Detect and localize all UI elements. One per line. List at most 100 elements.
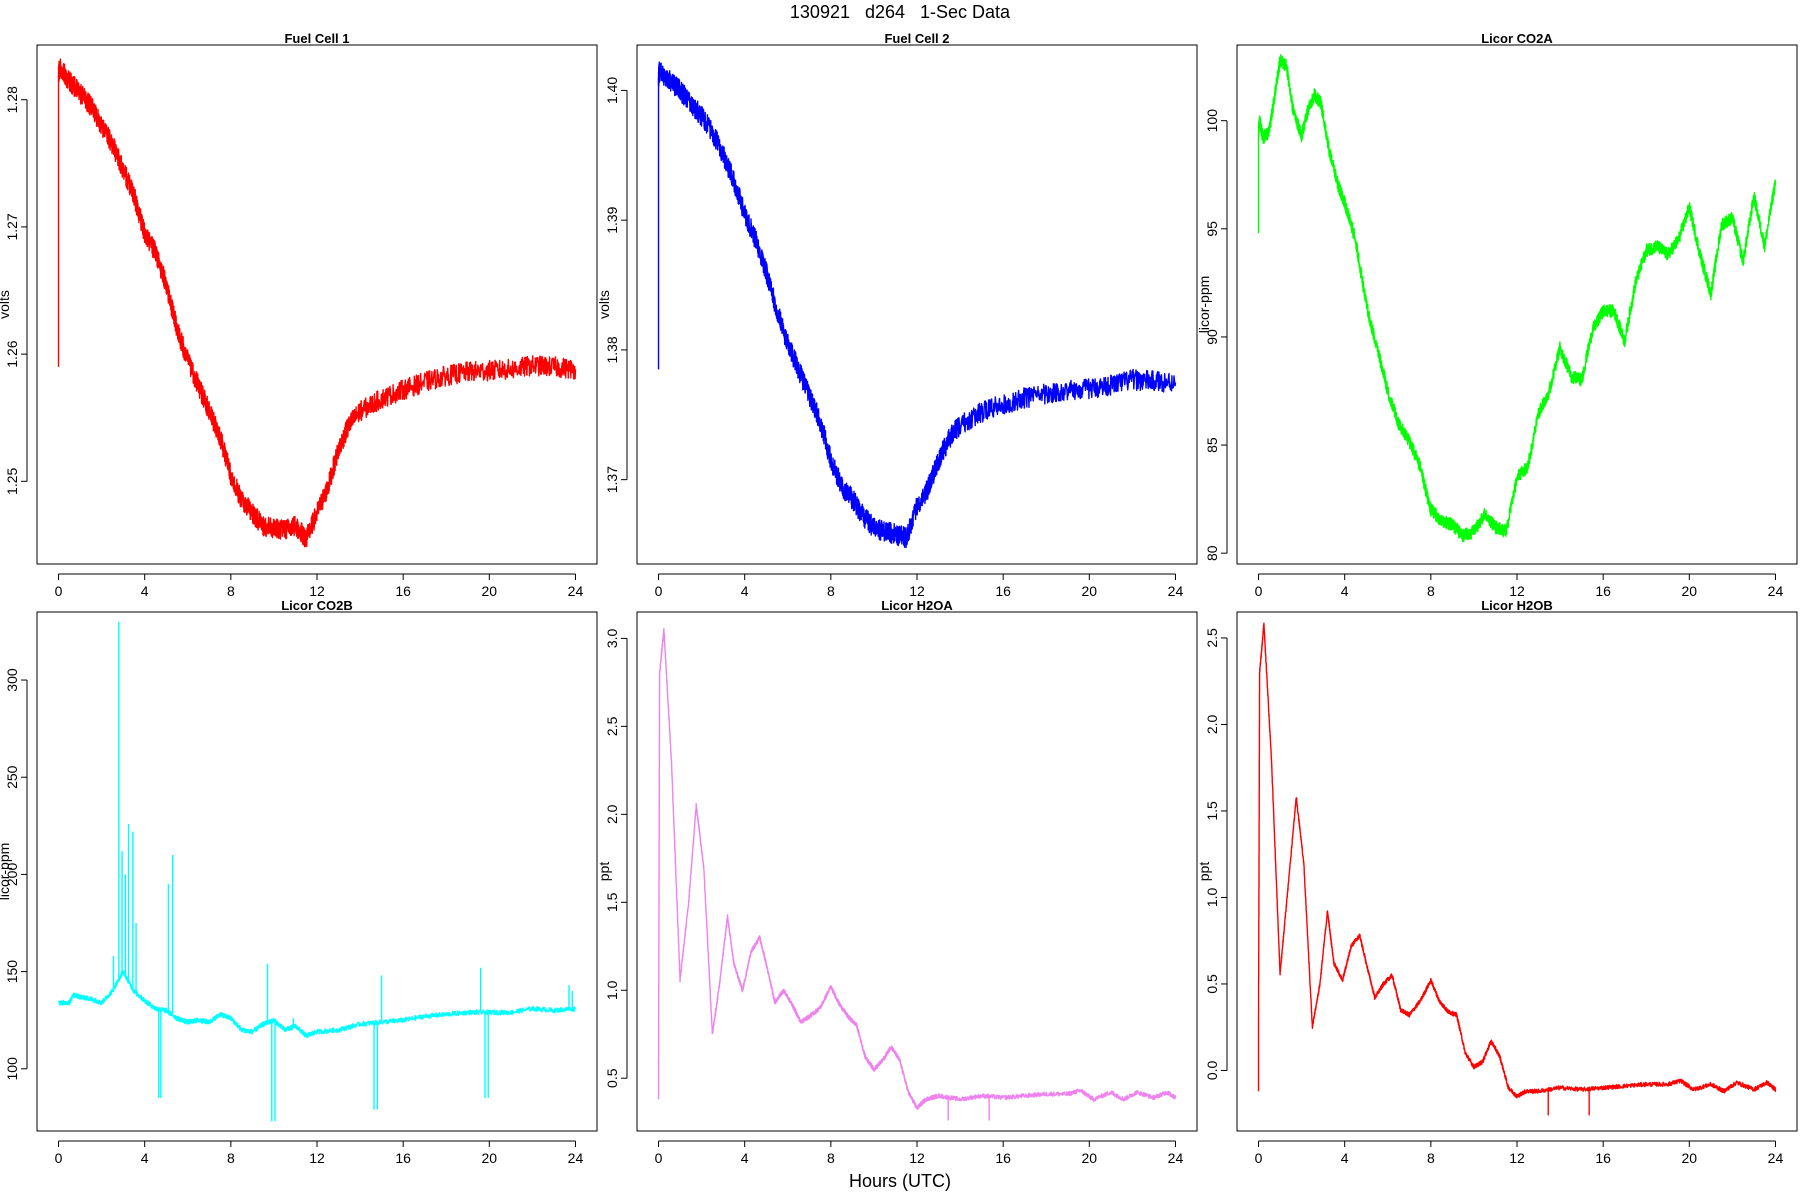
licor-co2b-y-tick-label: 200 bbox=[4, 863, 20, 887]
fuel-cell-2-x-tick-label: 0 bbox=[655, 583, 663, 599]
licor-co2b-title: Licor CO2B bbox=[281, 598, 353, 613]
licor-h2ob-x-tick-label: 8 bbox=[1427, 1150, 1435, 1166]
licor-co2b-x-tick-label: 8 bbox=[227, 1150, 235, 1166]
fuel-cell-2-plot-frame bbox=[636, 44, 1198, 565]
licor-h2ob-x-tick-label: 0 bbox=[1255, 1150, 1263, 1166]
fuel-cell-1-y-tick-label: 1.28 bbox=[4, 86, 20, 113]
licor-co2a-title: Licor CO2A bbox=[1481, 31, 1553, 46]
licor-co2a-x-tick-label: 20 bbox=[1682, 583, 1698, 599]
licor-h2ob-x-tick-label: 16 bbox=[1595, 1150, 1611, 1166]
fuel-cell-2-x-tick-label: 4 bbox=[741, 583, 749, 599]
fuel-cell-1-x-tick-label: 12 bbox=[309, 583, 325, 599]
fuel-cell-2-y-tick-label: 1.38 bbox=[604, 336, 620, 363]
licor-h2ob-y-axis-label: ppt bbox=[1196, 862, 1212, 882]
licor-h2oa-y-tick-label: 2.0 bbox=[604, 804, 620, 824]
panel-licor-h2ob: Licor H2OB 0 4 8 12 16 20 24 0.0 0.5 1.0 1.5 2.0 2.5 p… bbox=[1196, 598, 1798, 1166]
licor-co2a-series-line bbox=[1257, 54, 1777, 543]
fuel-cell-2-x-tick-label: 20 bbox=[1082, 583, 1098, 599]
licor-h2oa-series-line bbox=[657, 628, 1177, 1110]
licor-h2oa-title: Licor H2OA bbox=[881, 598, 953, 613]
fuel-cell-2-y-tick-label: 1.37 bbox=[604, 466, 620, 493]
licor-co2a-x-tick-label: 0 bbox=[1255, 583, 1263, 599]
fuel-cell-1-x-tick-label: 8 bbox=[227, 583, 235, 599]
fuel-cell-1-y-axis-label: volts bbox=[0, 290, 12, 319]
licor-h2oa-y-tick-label: 0.5 bbox=[604, 1068, 620, 1088]
licor-co2a-x-tick-label: 8 bbox=[1427, 583, 1435, 599]
licor-co2b-y-tick-label: 150 bbox=[4, 960, 20, 984]
panel-fuel-cell-2: Fuel Cell 2 0 4 8 12 16 20 24 1.37 1.38 1.39 1.40 vo… bbox=[596, 31, 1198, 599]
licor-h2oa-y-tick-label: 1.0 bbox=[604, 980, 620, 1000]
licor-co2b-y-axis-label: licor-ppm bbox=[0, 843, 12, 901]
licor-h2ob-title: Licor H2OB bbox=[1481, 598, 1553, 613]
fuel-cell-2-title: Fuel Cell 2 bbox=[884, 31, 949, 46]
licor-co2a-y-tick-label: 90 bbox=[1204, 329, 1220, 345]
licor-h2ob-x-tick-label: 24 bbox=[1768, 1150, 1784, 1166]
licor-co2b-x-tick-label: 0 bbox=[55, 1150, 63, 1166]
fuel-cell-1-title: Fuel Cell 1 bbox=[284, 31, 349, 46]
fuel-cell-2-y-tick-label: 1.40 bbox=[604, 77, 620, 104]
licor-h2oa-x-tick-label: 24 bbox=[1168, 1150, 1184, 1166]
licor-co2b-plot-frame bbox=[36, 611, 598, 1132]
licor-co2a-y-tick-label: 85 bbox=[1204, 437, 1220, 453]
panel-licor-co2b: Licor CO2B 0 4 8 12 16 20 24 100 150 200 250 300 lico… bbox=[0, 598, 598, 1166]
fuel-cell-1-x-tick-label: 0 bbox=[55, 583, 63, 599]
fuel-cell-1-y-tick-label: 1.27 bbox=[4, 213, 20, 240]
licor-h2oa-plot-frame bbox=[636, 611, 1198, 1132]
licor-h2ob-y-tick-label: 0.5 bbox=[1204, 974, 1220, 994]
licor-co2a-y-tick-label: 80 bbox=[1204, 545, 1220, 561]
licor-co2b-x-tick-label: 24 bbox=[568, 1150, 584, 1166]
licor-co2b-y-tick-label: 100 bbox=[4, 1057, 20, 1081]
fuel-cell-1-y-tick-label: 1.25 bbox=[4, 467, 20, 494]
fuel-cell-1-x-tick-label: 16 bbox=[395, 583, 411, 599]
licor-h2oa-x-tick-label: 4 bbox=[741, 1150, 749, 1166]
licor-h2oa-y-axis-label: ppt bbox=[596, 862, 612, 882]
licor-co2a-x-tick-label: 16 bbox=[1595, 583, 1611, 599]
licor-co2a-y-tick-label: 95 bbox=[1204, 221, 1220, 237]
licor-h2ob-y-tick-label: 0.0 bbox=[1204, 1061, 1220, 1081]
licor-h2oa-y-tick-label: 1.5 bbox=[604, 892, 620, 912]
panel-fuel-cell-1: Fuel Cell 1 0 4 8 12 16 20 24 1.25 1.26 1.27 1.28 vo… bbox=[0, 31, 598, 599]
licor-co2b-x-tick-label: 12 bbox=[309, 1150, 325, 1166]
licor-co2b-y-tick-label: 300 bbox=[4, 668, 20, 692]
fuel-cell-2-series-line bbox=[657, 61, 1177, 549]
fuel-cell-2-x-tick-label: 16 bbox=[995, 583, 1011, 599]
licor-h2ob-x-tick-label: 20 bbox=[1682, 1150, 1698, 1166]
licor-co2b-y-tick-label: 250 bbox=[4, 765, 20, 789]
licor-h2oa-y-tick-label: 2.5 bbox=[604, 716, 620, 736]
licor-co2a-x-tick-label: 12 bbox=[1509, 583, 1525, 599]
licor-co2a-y-axis-label: licor-ppm bbox=[1196, 276, 1212, 334]
fuel-cell-1-x-tick-label: 4 bbox=[141, 583, 149, 599]
licor-co2b-x-tick-label: 4 bbox=[141, 1150, 149, 1166]
fuel-cell-1-x-tick-label: 24 bbox=[568, 583, 584, 599]
fuel-cell-1-plot-frame bbox=[36, 44, 598, 565]
licor-h2ob-x-tick-label: 4 bbox=[1341, 1150, 1349, 1166]
licor-h2ob-x-tick-label: 12 bbox=[1509, 1150, 1525, 1166]
fuel-cell-1-x-tick-label: 20 bbox=[482, 583, 498, 599]
licor-h2oa-x-tick-label: 0 bbox=[655, 1150, 663, 1166]
licor-co2a-x-tick-label: 24 bbox=[1768, 583, 1784, 599]
fuel-cell-2-y-tick-label: 1.39 bbox=[604, 206, 620, 233]
figure-title: 130921 d264 1-Sec Data bbox=[789, 2, 1011, 22]
fuel-cell-2-x-tick-label: 12 bbox=[909, 583, 925, 599]
licor-co2a-y-tick-label: 100 bbox=[1204, 109, 1220, 133]
licor-h2oa-x-tick-label: 12 bbox=[909, 1150, 925, 1166]
fuel-cell-2-y-axis-label: volts bbox=[596, 290, 612, 319]
licor-h2oa-y-tick-label: 3.0 bbox=[604, 628, 620, 648]
licor-h2ob-series-line bbox=[1257, 622, 1777, 1099]
licor-h2ob-y-tick-label: 2.0 bbox=[1204, 715, 1220, 735]
fuel-cell-1-series-line bbox=[57, 58, 577, 548]
licor-co2b-x-tick-label: 16 bbox=[395, 1150, 411, 1166]
licor-h2ob-plot-frame bbox=[1236, 611, 1798, 1132]
licor-co2b-x-tick-label: 20 bbox=[482, 1150, 498, 1166]
licor-h2ob-y-tick-label: 1.0 bbox=[1204, 888, 1220, 908]
licor-h2ob-y-tick-label: 2.5 bbox=[1204, 628, 1220, 648]
licor-h2oa-x-tick-label: 8 bbox=[827, 1150, 835, 1166]
licor-co2a-x-tick-label: 4 bbox=[1341, 583, 1349, 599]
licor-h2ob-y-tick-label: 1.5 bbox=[1204, 801, 1220, 821]
licor-h2oa-x-tick-label: 16 bbox=[995, 1150, 1011, 1166]
licor-co2b-series-line bbox=[57, 970, 576, 1039]
panel-licor-co2a: Licor CO2A 0 4 8 12 16 20 24 80 85 90 95 100 licor-pp… bbox=[1196, 31, 1798, 599]
fuel-cell-1-y-tick-label: 1.26 bbox=[4, 340, 20, 367]
licor-co2a-plot-frame bbox=[1236, 44, 1798, 565]
x-axis-label: Hours (UTC) bbox=[849, 1171, 951, 1191]
